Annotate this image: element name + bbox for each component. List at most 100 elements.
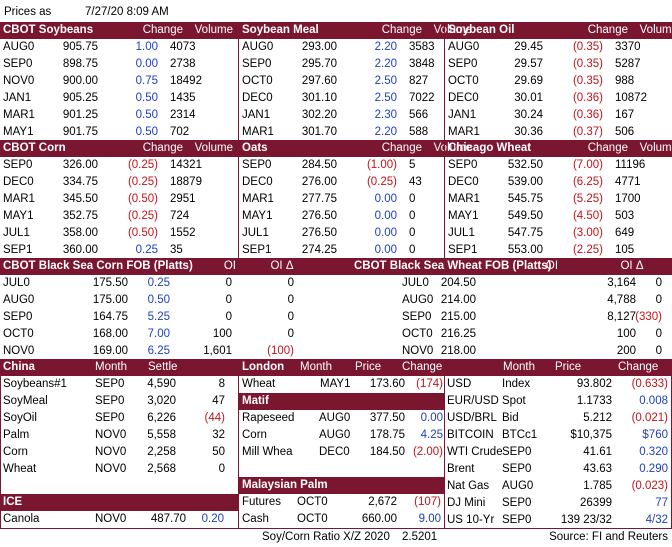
price: 175.50 — [92, 277, 128, 289]
change: 0.00 — [374, 193, 397, 205]
contract-month: AUG0 — [448, 41, 480, 53]
volume: 5287 — [615, 58, 641, 70]
volume: 35 — [170, 244, 183, 256]
instrument: Cash — [242, 513, 269, 525]
contract-month: SEP0 — [448, 58, 478, 70]
commodity: Wheat — [242, 378, 276, 390]
commodity: Corn — [3, 446, 28, 458]
market-row: Brent SEP0 43.63 0.290 — [444, 461, 672, 478]
volume: 1552 — [170, 227, 196, 239]
china-row: Palm NOV0 5,558 32 — [0, 427, 238, 444]
price: 41.61 — [583, 446, 612, 458]
contract-month: NOV0 — [95, 429, 127, 441]
col-change: Change — [381, 24, 422, 36]
change: (0.37) — [572, 126, 603, 138]
price: 26399 — [580, 497, 612, 509]
change: 2.20 — [374, 41, 397, 53]
change: (0.25) — [127, 210, 158, 222]
price: 204.50 — [440, 277, 476, 289]
oi-delta: 0 — [655, 294, 662, 306]
change: 0.320 — [639, 446, 668, 458]
volume: 724 — [170, 210, 190, 222]
col-oi: OI — [223, 260, 236, 272]
col-change: Change — [381, 142, 422, 154]
contract-month: OCT0 — [242, 75, 273, 87]
contract: SEP0 — [502, 514, 532, 526]
oi-delta: 0 — [287, 311, 294, 323]
volume: 7022 — [409, 92, 435, 104]
change: 5.25 — [147, 311, 170, 323]
change: 2.50 — [374, 92, 397, 104]
price: 178.75 — [369, 429, 405, 441]
change: 7.00 — [147, 328, 170, 340]
contract: Bid — [502, 412, 519, 424]
commodity: Corn — [242, 429, 267, 441]
contract-month: AUG0 — [3, 294, 35, 306]
s2-row: JUL1 358.00 (0.50) 1552 JUL1 276.50 0.00 0 JUL1 5… — [0, 225, 672, 242]
commodity: SoyOil — [3, 412, 37, 424]
change: 0.50 — [135, 126, 158, 138]
contract-month: SEP0 — [3, 311, 33, 323]
col-oi-delta: OI Δ — [270, 260, 294, 272]
price: 29.69 — [514, 75, 543, 87]
contract-month: AUG0 — [3, 41, 35, 53]
price: 277.75 — [301, 193, 337, 205]
contract-month: JAN1 — [448, 109, 477, 121]
black-sea-corn-title: CBOT Black Sea Corn FOB (Platts) — [3, 260, 193, 272]
price: 302.20 — [301, 109, 337, 121]
instrument: Futures — [242, 496, 281, 508]
volume: 2951 — [170, 193, 196, 205]
contract: BTCc1 — [502, 429, 538, 441]
change: 2.50 — [374, 75, 397, 87]
price: 30.01 — [514, 92, 543, 104]
contract-month: JAN1 — [3, 92, 32, 104]
black-sea-wheat-title: CBOT Black Sea Wheat FOB (Platts) — [354, 260, 552, 272]
commodity: Mill Whea — [242, 446, 293, 458]
volume: 588 — [409, 126, 429, 138]
contract-month: AUG0 — [319, 429, 351, 441]
price: 553.00 — [507, 244, 543, 256]
contract-month: MAY1 — [448, 210, 479, 222]
section-title: CBOT Soybeans — [3, 24, 94, 36]
change: 47 — [212, 395, 225, 407]
price: 2,672 — [368, 496, 397, 508]
oi-delta: (330) — [635, 311, 662, 323]
market-row: US 10-Yr SEP0 139 23/32 4/32 — [444, 512, 672, 529]
change: (0.25) — [366, 176, 397, 188]
contract-month: SEP1 — [448, 244, 478, 256]
contract: AUG0 — [502, 480, 534, 492]
contract-month: AUG0 — [402, 294, 434, 306]
contract: SEP0 — [502, 497, 532, 509]
price: 295.70 — [301, 58, 337, 70]
section-title: Soybean Oil — [448, 24, 515, 36]
s1-header: CBOT Soybeans Change Volume Soybean Meal Cha… — [0, 22, 672, 39]
contract-month: MAR1 — [448, 193, 480, 205]
palm-row: Futures OCT0 2,672 (107) — [239, 494, 444, 511]
contract-month: NOV0 — [95, 463, 127, 475]
china-row: Wheat NOV0 2,568 0 — [0, 461, 238, 478]
contract-month: MAY1 — [3, 126, 34, 138]
volume: 2738 — [170, 58, 196, 70]
settle: 5,558 — [147, 429, 176, 441]
change: (2.00) — [412, 446, 443, 458]
commodity: Soybeans#1 — [3, 378, 67, 390]
oi-delta: 0 — [287, 328, 294, 340]
change: 0.00 — [374, 210, 397, 222]
contract-month: SEP0 — [448, 159, 478, 171]
contract-month: SEP0 — [95, 412, 125, 424]
price: 274.25 — [301, 244, 337, 256]
price: 164.75 — [92, 311, 128, 323]
col-month: Month — [95, 361, 127, 373]
contract: SEP0 — [502, 463, 532, 475]
divider — [444, 22, 445, 141]
settle: 3,020 — [147, 395, 176, 407]
col-volume: Volume — [194, 24, 233, 36]
section-title: Chicago Wheat — [448, 142, 532, 154]
black-sea-row: OCT0 168.00 7.00 100 0 OCT0 216.25 100 0 — [0, 326, 672, 343]
contract-month: NOV0 — [95, 513, 127, 525]
change: 2.30 — [374, 109, 397, 121]
instrument: USD/BRL — [447, 412, 497, 424]
change: (107) — [414, 496, 441, 508]
contract-month: DEC0 — [242, 92, 273, 104]
contract-month: JUL0 — [402, 277, 429, 289]
